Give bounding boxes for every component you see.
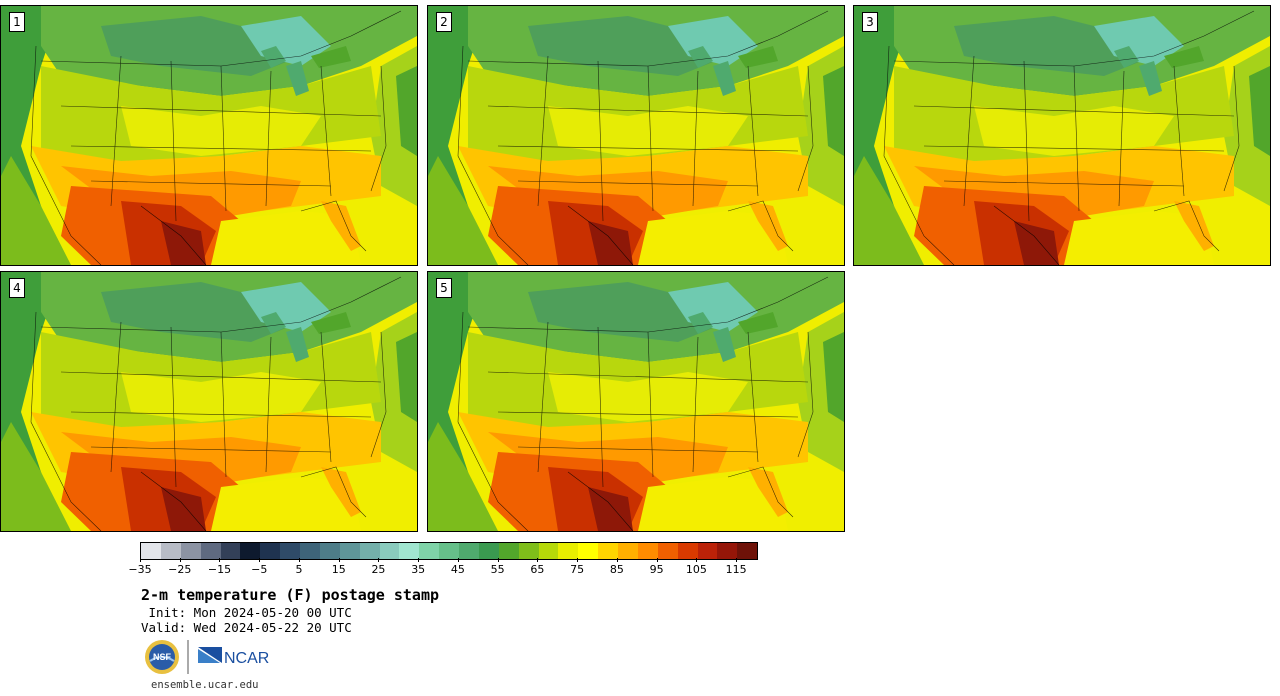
colorbar-segment [141, 543, 161, 559]
colorbar-segment [180, 543, 201, 559]
colorbar-segment [319, 543, 340, 559]
nsf-logo-icon: NSF [145, 640, 179, 674]
postage-stamp-panel-4: 4 [0, 271, 418, 532]
colorbar-tick-label: 25 [371, 563, 386, 576]
colorbar-segment [558, 543, 579, 559]
colorbar-segment [498, 543, 519, 559]
colorbar-tick [537, 558, 539, 562]
colorbar-tick [179, 558, 181, 562]
colorbar-tick [696, 558, 698, 562]
colorbar-ticks: −35 −25 −15 −5 5 15 25 35 45 55 65 75 85 95 105 115 [128, 558, 756, 580]
colorbar-tick-label: 15 [331, 563, 346, 576]
colorbar-segment [300, 543, 320, 559]
colorbar-tick [656, 558, 658, 562]
colorbar-segment [419, 543, 440, 559]
colorbar-segment [280, 543, 300, 559]
temperature-map [854, 6, 1270, 265]
colorbar-tick [497, 558, 499, 562]
colorbar-tick [140, 558, 141, 562]
postage-stamp-panel-1: 1 [0, 5, 418, 266]
panel-number: 2 [436, 12, 452, 32]
colorbar-segment [578, 543, 599, 559]
colorbar-segment [359, 543, 380, 559]
colorbar-segment [518, 543, 539, 559]
colorbar-tick-label: 115 [725, 563, 747, 576]
colorbar-tick-label: 105 [685, 563, 707, 576]
colorbar-segment [339, 543, 360, 559]
temperature-map [428, 6, 844, 265]
colorbar-segment [160, 543, 181, 559]
colorbar-tick-label: 5 [295, 563, 303, 576]
ncar-logo-icon: NCAR [198, 647, 269, 667]
colorbar-tick [736, 558, 738, 562]
colorbar-segment [459, 543, 479, 559]
colorbar-segment [240, 543, 261, 559]
panel-number: 3 [862, 12, 878, 32]
colorbar-segment [677, 543, 698, 559]
colorbar-segment [399, 543, 420, 559]
colorbar-tick [457, 558, 459, 562]
colorbar-tick-label: −15 [207, 563, 232, 576]
colorbar-segment [657, 543, 678, 559]
sponsor-logos: NSF NCAR [145, 640, 269, 674]
colorbar-segment [737, 543, 758, 559]
colorbar-segment [200, 543, 221, 559]
panel-number: 4 [9, 278, 25, 298]
valid-time: Valid: Wed 2024-05-22 20 UTC [141, 620, 352, 635]
colorbar-tick [616, 558, 618, 562]
panel-number: 1 [9, 12, 25, 32]
colorbar-segment [260, 543, 281, 559]
colorbar-segment [379, 543, 400, 559]
colorbar-tick-label: 85 [609, 563, 624, 576]
temperature-map [1, 6, 417, 265]
colorbar-segment [618, 543, 638, 559]
colorbar-tick-label: 65 [530, 563, 545, 576]
website-url: ensemble.ucar.edu [151, 679, 259, 691]
colorbar-tick-label: 75 [570, 563, 585, 576]
ncar-logo-text: NCAR [224, 650, 269, 667]
temperature-map [1, 272, 417, 531]
colorbar-tick [259, 558, 261, 562]
colorbar-segment [478, 543, 499, 559]
panel-number: 5 [436, 278, 452, 298]
colorbar-tick [298, 558, 300, 562]
colorbar-segment [439, 543, 459, 559]
colorbar-tick-label: 35 [411, 563, 426, 576]
colorbar-tick [338, 558, 340, 562]
colorbar-segment [637, 543, 658, 559]
colorbar-tick [219, 558, 221, 562]
colorbar-segment [220, 543, 241, 559]
init-time: Init: Mon 2024-05-20 00 UTC [141, 605, 352, 620]
colorbar-tick [378, 558, 380, 562]
temperature-colorbar [140, 542, 758, 560]
colorbar-segment [717, 543, 738, 559]
colorbar-tick-label: 55 [490, 563, 505, 576]
temperature-map [428, 272, 844, 531]
nsf-logo-text: NSF [153, 652, 172, 662]
colorbar-tick-label: 45 [450, 563, 465, 576]
colorbar-tick-label: −35 [128, 563, 152, 576]
colorbar-tick-label: −25 [168, 563, 192, 576]
postage-stamp-panel-5: 5 [427, 271, 845, 532]
colorbar-segment [697, 543, 718, 559]
colorbar-tick-label: −5 [251, 563, 268, 576]
colorbar-tick-label: 95 [649, 563, 664, 576]
colorbar-segment [538, 543, 559, 559]
colorbar-segment [598, 543, 618, 559]
colorbar-tick [418, 558, 420, 562]
postage-stamp-panel-2: 2 [427, 5, 845, 266]
postage-stamp-panel-3: 3 [853, 5, 1271, 266]
colorbar-tick [577, 558, 579, 562]
plot-title: 2-m temperature (F) postage stamp [141, 586, 440, 604]
